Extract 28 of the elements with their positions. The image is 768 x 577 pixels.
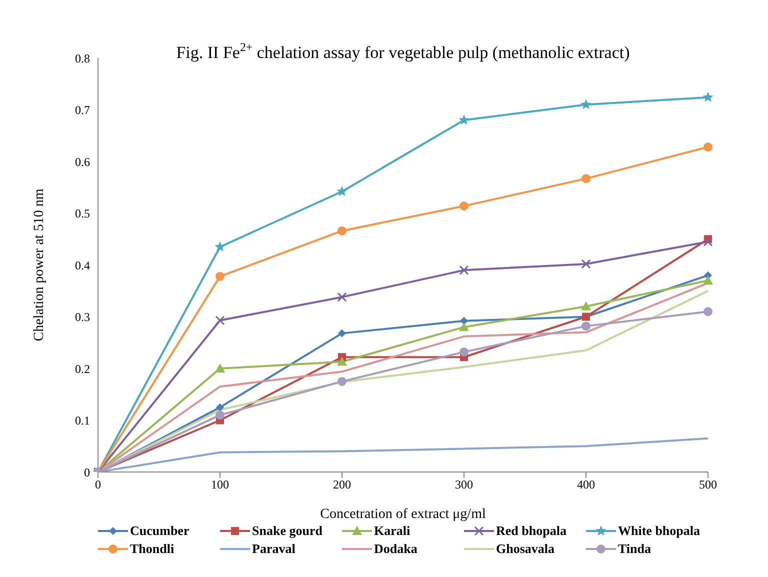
y-tick-label: 0.1 xyxy=(75,414,90,428)
y-axis-title: Chelation power at 510 nm xyxy=(32,188,47,342)
legend-label: Thondli xyxy=(130,541,174,557)
y-tick-label: 0 xyxy=(84,465,90,480)
chart-title: Fig. II Fe$^{2+}$ chelation assay for vegetable pulp (methanolic extract) xyxy=(176,40,630,62)
legend-label: White bhopala xyxy=(618,523,700,539)
y-tick-label: 0.7 xyxy=(75,103,90,118)
legend-label: Cucumber xyxy=(130,523,190,539)
legend-label: Ghosavala xyxy=(496,541,555,557)
y-tick-label: 0.4 xyxy=(75,258,90,272)
legend-label: Tinda xyxy=(618,541,652,557)
y-tick-label: 0.2 xyxy=(75,362,90,376)
y-tick-label: 0.3 xyxy=(75,310,90,324)
legend-label: Dodaka xyxy=(374,541,418,557)
legend-label: Red bhopala xyxy=(496,523,566,539)
x-tick-label: 500 xyxy=(699,478,717,492)
x-tick-label: 100 xyxy=(211,478,229,492)
legend-label: Snake gourd xyxy=(252,523,322,539)
legend-label: Paraval xyxy=(252,541,296,557)
y-tick-label: 0.6 xyxy=(75,154,90,169)
x-tick-label: 200 xyxy=(333,478,351,492)
x-tick-label: 300 xyxy=(455,478,473,492)
y-tick-label: 0.8 xyxy=(75,51,90,66)
x-tick-label: 400 xyxy=(577,478,595,492)
y-tick-label: 0.5 xyxy=(75,206,90,221)
x-axis-title: Concetration of extract μg/ml xyxy=(320,507,486,522)
legend-label: Karali xyxy=(374,523,410,539)
x-tick-label: 0 xyxy=(95,478,101,492)
